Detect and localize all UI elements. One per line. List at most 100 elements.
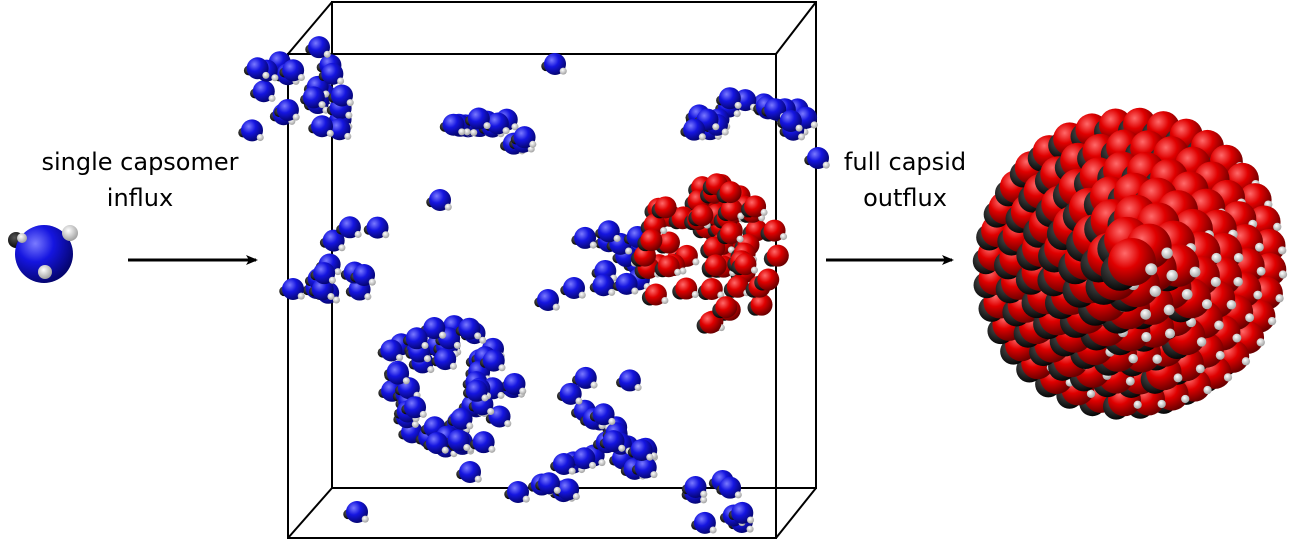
influx-label-line2: influx	[106, 184, 174, 212]
capsid-bond	[1189, 266, 1201, 278]
capsomer-sphere-bond	[382, 231, 390, 239]
capsid-bond	[780, 233, 788, 241]
capsid-sphere	[704, 254, 727, 277]
capsomer-sphere-bond	[326, 129, 334, 137]
capsomer-sphere-bond	[292, 113, 300, 121]
capsid-sphere	[657, 231, 680, 254]
capsomer-sphere-bond	[553, 486, 561, 494]
capsomer-sphere-bond	[734, 101, 742, 109]
capsomer-sphere-bond	[427, 366, 435, 374]
capsomer-sphere-bond	[402, 377, 410, 385]
capsomer-sphere-bond	[589, 461, 597, 469]
capsid-bond	[1275, 294, 1284, 303]
capsomer-sphere-bond	[323, 50, 331, 58]
capsid-bond	[1125, 376, 1135, 386]
capsid-bond	[1195, 364, 1205, 374]
capsid-sphere	[700, 278, 723, 301]
capsomer-sphere-bond	[338, 244, 346, 252]
capsomer-sphere-bond	[650, 471, 658, 479]
capsomer-sphere-bond	[598, 459, 606, 467]
capsid-bond	[1226, 300, 1237, 310]
capsomer-sphere-bond	[337, 77, 345, 85]
capsomer-sphere-bond	[522, 495, 530, 503]
capsid-bond	[1214, 320, 1224, 331]
capsomer-sphere-bond	[361, 515, 369, 523]
capsomer-sphere-bond	[709, 526, 717, 534]
capsid-sphere	[720, 222, 743, 245]
capsomer-sphere-bond	[552, 303, 560, 311]
capsomer-sphere-bond	[488, 445, 496, 453]
capsomer-sphere-bond	[608, 288, 616, 296]
capsomer-sphere-bond	[474, 475, 482, 483]
capsomer-sphere-bond	[271, 74, 279, 82]
capsid-bond	[661, 297, 669, 305]
influx-label-line1: single capsomer	[41, 148, 239, 176]
capsid-bond	[1253, 290, 1263, 300]
capsid-bond	[1181, 394, 1190, 404]
capsid-sphere	[763, 219, 786, 242]
capsid-sphere	[1108, 238, 1156, 286]
capsid-bond	[737, 212, 745, 220]
capsid-bond	[1254, 242, 1264, 252]
capsomer-sphere-bond	[444, 203, 452, 211]
single-capsomer-icon	[8, 225, 78, 283]
capsid-bond	[1203, 385, 1212, 395]
capsid-sphere	[657, 255, 680, 278]
capsomer-sphere-bond	[438, 331, 447, 339]
capsomer-sphere-bond	[453, 341, 461, 349]
capsomer-sphere-bond	[318, 101, 326, 109]
capsomer-sphere-bond	[332, 296, 340, 304]
capsid-bond	[1233, 252, 1244, 263]
capsomer-sphere-bond	[810, 121, 818, 129]
capsomer-sphere-bond	[733, 110, 741, 118]
capsomer-sphere-bond	[795, 124, 803, 132]
capsomer-sphere-bond	[747, 516, 755, 524]
capsomer-sphere-bond	[578, 291, 586, 299]
capsomer-sphere-bond	[256, 134, 264, 142]
capsid-sphere	[715, 296, 738, 319]
capsomer-sphere-bond	[700, 496, 708, 504]
capsomer-sphere-bond	[297, 73, 305, 81]
capsomer-sphere-bond	[463, 443, 471, 452]
capsid-bond	[1273, 222, 1282, 232]
capsomer-sphere-bond	[734, 491, 742, 499]
capsid-sphere	[699, 311, 722, 334]
capsomer-sphere-bond	[421, 341, 429, 349]
capsid-bond	[760, 208, 768, 216]
capsomer-sphere-bond	[483, 122, 491, 130]
capsid-sphere	[734, 253, 757, 276]
capsomer-sphere-bond	[364, 293, 372, 301]
capsid-bond	[1164, 328, 1176, 339]
capsomer-sphere-bond	[458, 128, 466, 136]
capsomer-sphere-bond	[344, 132, 352, 140]
capsomer-sphere-bond	[470, 129, 478, 137]
capsid-bond	[1233, 276, 1243, 287]
capsid-bond	[750, 266, 758, 274]
capsid-bond	[1157, 399, 1166, 409]
capsomer-sphere-bond	[487, 408, 495, 416]
capsomer-sphere-bond	[262, 71, 270, 79]
capsid-bond	[1256, 266, 1266, 276]
capsid-bond	[1161, 247, 1173, 259]
capsomer-sphere-bond	[419, 410, 427, 418]
capsid-bond	[660, 227, 668, 235]
capsomer-sphere-bond	[519, 387, 527, 395]
capsid-sphere	[644, 283, 667, 306]
capsomer-sphere-bond	[618, 444, 626, 452]
capsid-bond	[1201, 299, 1213, 310]
capsid-bond	[1086, 389, 1096, 398]
capsid-sphere	[757, 268, 780, 291]
capsid-bond	[1152, 354, 1162, 364]
capsomer-sphere-bond	[481, 394, 489, 402]
outflux-label-line1: full capsid	[843, 148, 967, 176]
capsid-bond	[1196, 337, 1207, 347]
capsid-bond	[1278, 246, 1287, 255]
capsid-bond	[1133, 400, 1142, 409]
capsomer-sphere-bond	[497, 391, 505, 399]
capsid-sphere	[744, 195, 767, 218]
capsomer-sphere-bond	[572, 492, 580, 501]
capsomer-sphere-bond	[529, 140, 537, 148]
capsomer-sphere-bond	[590, 381, 598, 389]
capsid-bond	[1267, 317, 1277, 326]
capsomer-sphere-bond	[466, 422, 474, 430]
